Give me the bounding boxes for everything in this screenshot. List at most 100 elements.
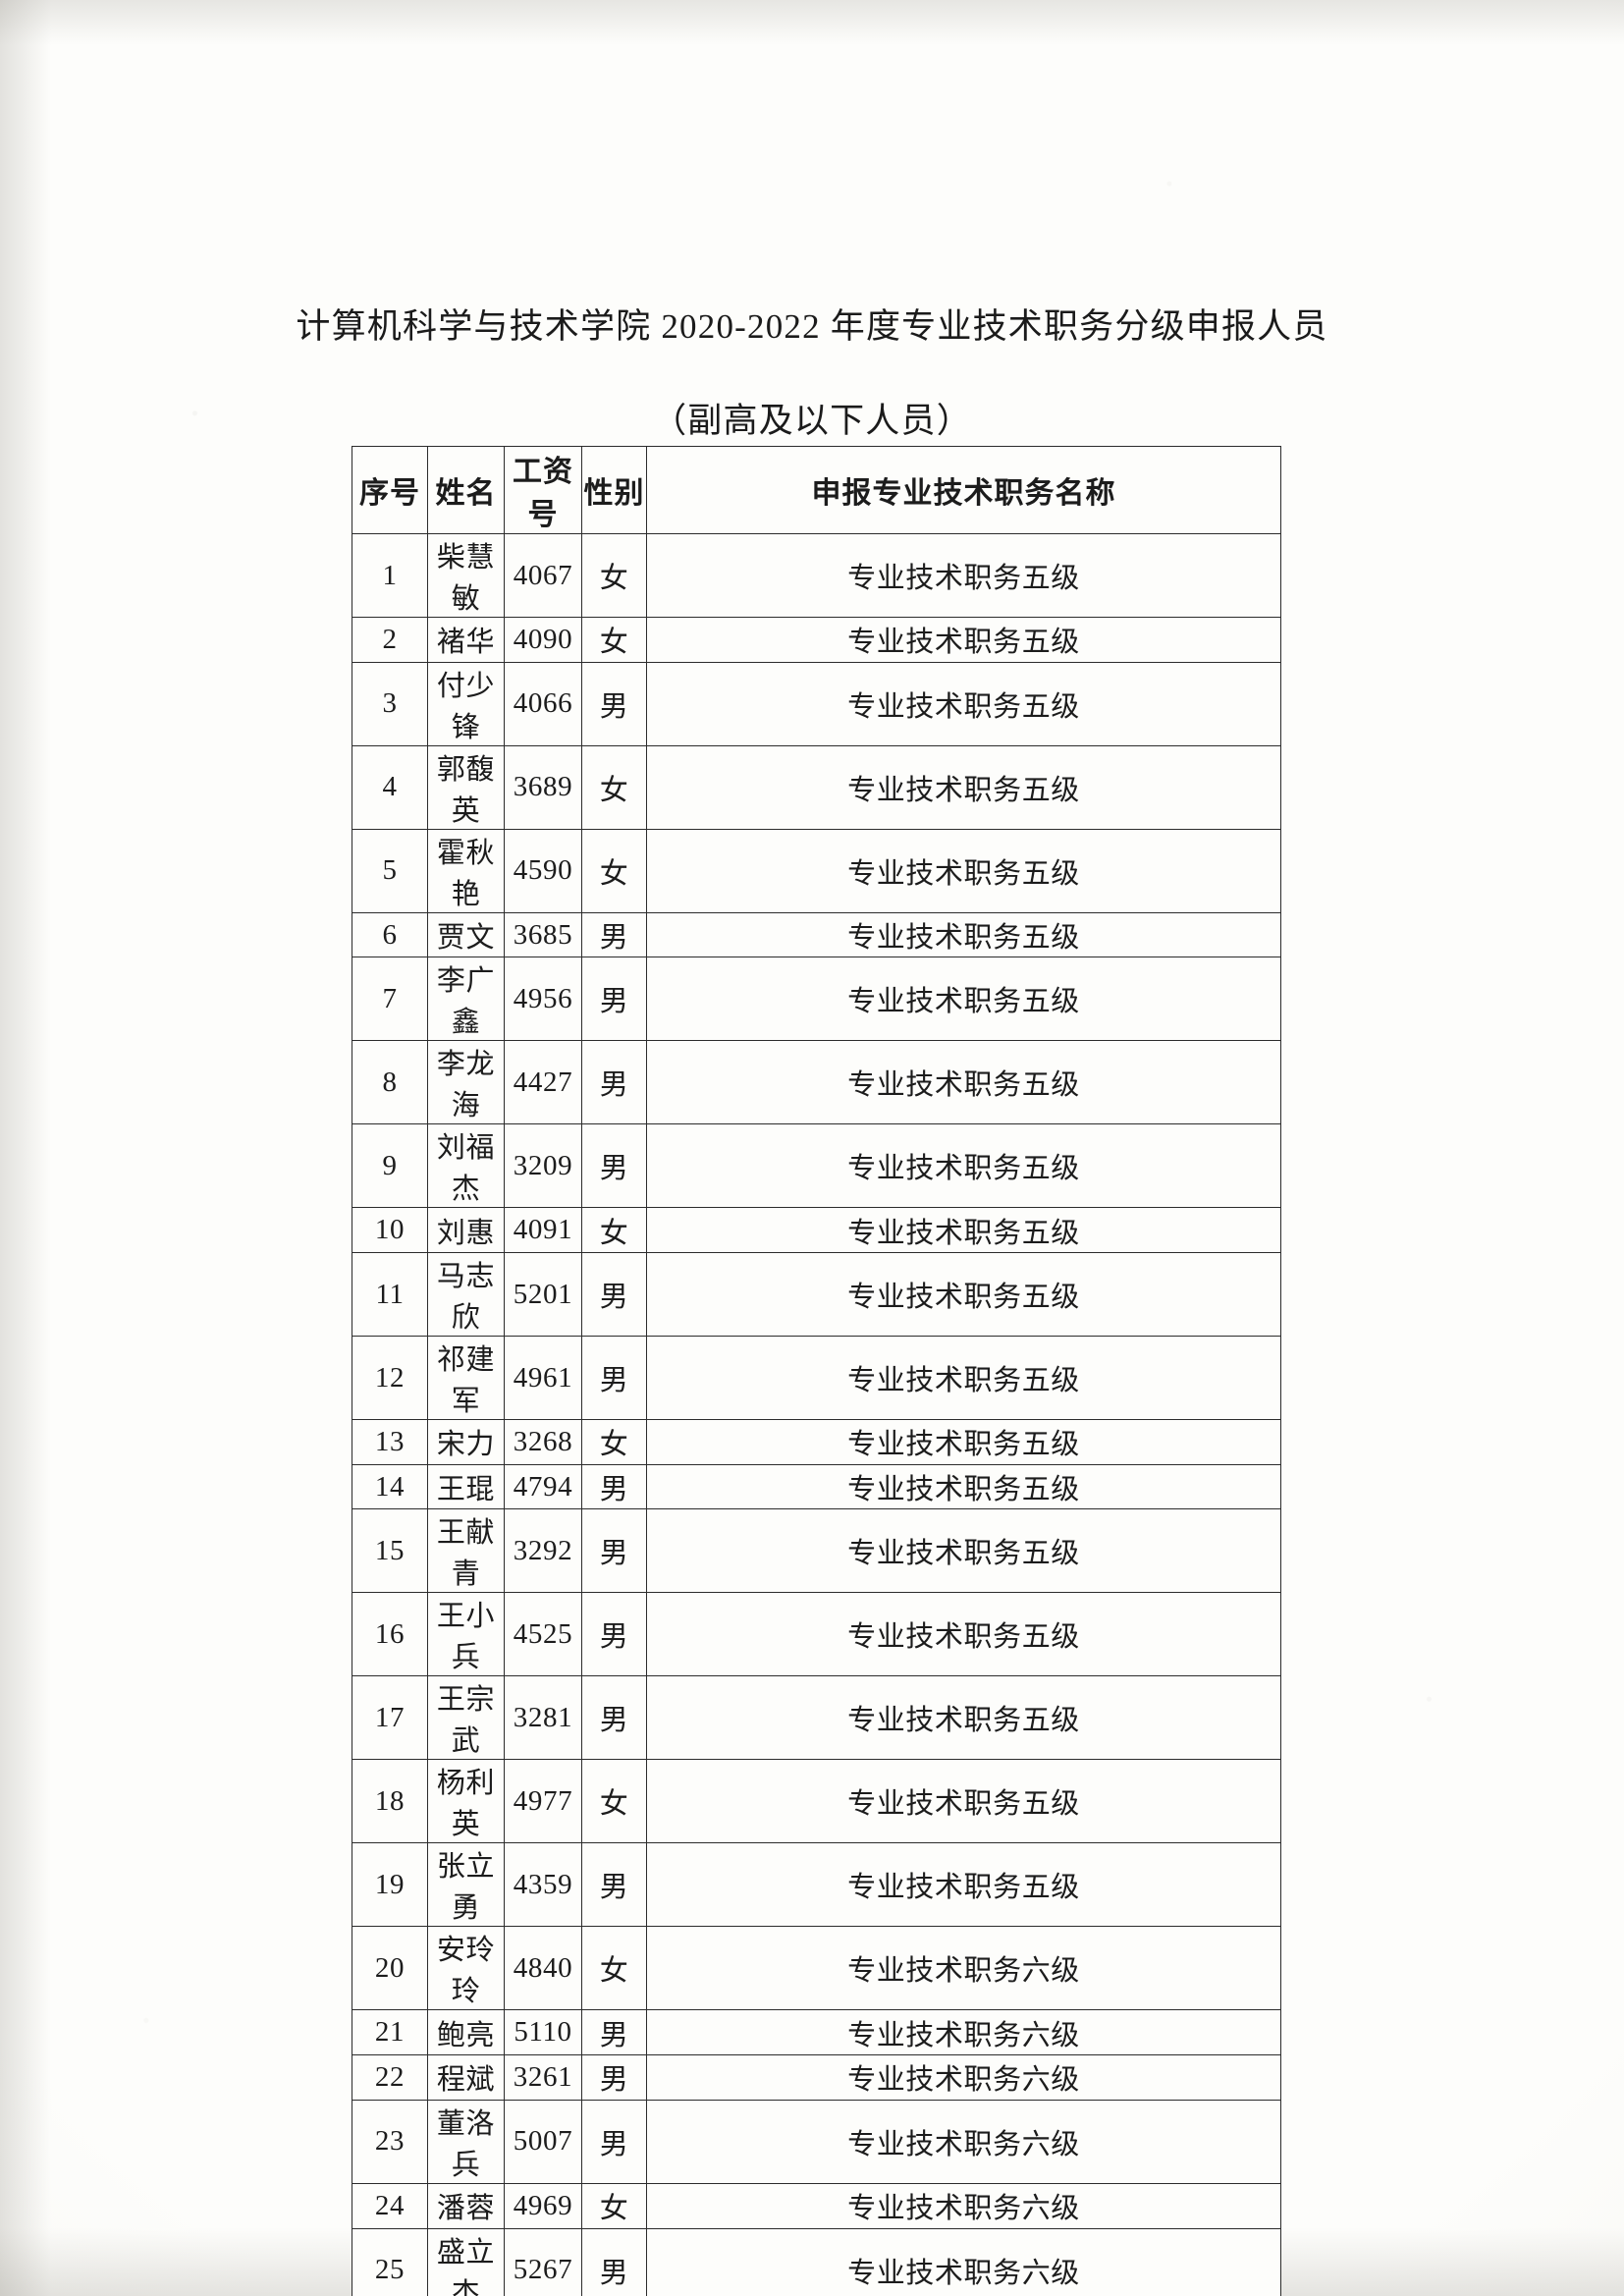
- cell-gender: 男: [581, 2099, 647, 2184]
- page-subtitle: （副高及以下人员）: [652, 402, 972, 441]
- cell-index: 10: [352, 1207, 428, 1254]
- page-title: 计算机科学与技术学院 2020-2022 年度专业技术职务分级申报人员: [296, 307, 1328, 347]
- cell-gender: 男: [581, 957, 647, 1042]
- cell-index: 14: [352, 1463, 428, 1510]
- cell-gender: 女: [581, 744, 647, 830]
- cell-payroll: 3268: [504, 1419, 582, 1465]
- roster-table-container: 序号 姓名 工资号 性别 申报专业技术职务名称 1 柴慧敏 4067 女专业技术职务五…: [352, 446, 1281, 2296]
- cell-title: 专业技术职务五级: [646, 744, 1281, 830]
- cell-index: 23: [352, 2099, 428, 2184]
- cell-name: 程斌: [427, 2054, 505, 2101]
- cell-name: 杨利英: [427, 1759, 505, 1844]
- cell-gender: 男: [581, 911, 647, 958]
- cell-gender: 男: [581, 2009, 647, 2056]
- cell-title: 专业技术职务六级: [646, 2054, 1281, 2101]
- cell-payroll: 4969: [504, 2182, 582, 2229]
- cell-payroll: 4956: [504, 957, 582, 1042]
- table-row: 18 杨利英 4977 女专业技术职务五级: [352, 1759, 1281, 1844]
- cell-title: 专业技术职务六级: [646, 1926, 1281, 2011]
- cell-name: 鲍亮: [427, 2009, 505, 2056]
- table-row: 5 霍秋艳 4590 女专业技术职务五级: [352, 828, 1281, 913]
- column-header-index: 序号: [352, 446, 428, 534]
- cell-gender: 男: [581, 1252, 647, 1338]
- cell-name: 董洛兵: [427, 2099, 505, 2184]
- cell-title: 专业技术职务五级: [646, 617, 1281, 663]
- cell-index: 17: [352, 1675, 428, 1761]
- cell-gender: 女: [581, 533, 647, 618]
- cell-title: 专业技术职务五级: [646, 1123, 1281, 1209]
- cell-payroll: 4359: [504, 1842, 582, 1928]
- cell-title: 专业技术职务五级: [646, 828, 1281, 913]
- table-row: 4 郭馥英 3689 女专业技术职务五级: [352, 744, 1281, 830]
- table-row: 7 李广鑫 4956 男专业技术职务五级: [352, 957, 1281, 1042]
- table-row: 20 安玲玲 4840 女专业技术职务六级: [352, 1926, 1281, 2011]
- cell-title: 专业技术职务五级: [646, 957, 1281, 1042]
- cell-gender: 男: [581, 661, 647, 746]
- cell-index: 15: [352, 1508, 428, 1594]
- cell-title: 专业技术职务五级: [646, 1040, 1281, 1125]
- cell-payroll: 5007: [504, 2099, 582, 2184]
- cell-index: 20: [352, 1926, 428, 2011]
- table-header-row: 序号 姓名 工资号 性别 申报专业技术职务名称: [352, 446, 1281, 534]
- table-row: 1 柴慧敏 4067 女专业技术职务五级: [352, 533, 1281, 618]
- cell-index: 3: [352, 661, 428, 746]
- table-row: 14 王琨 4794 男专业技术职务五级: [352, 1463, 1281, 1510]
- cell-title: 专业技术职务五级: [646, 661, 1281, 746]
- cell-payroll: 3689: [504, 744, 582, 830]
- table-row: 2 褚华 4090 女专业技术职务五级: [352, 617, 1281, 663]
- table-row: 17 王宗武 3281 男专业技术职务五级: [352, 1675, 1281, 1761]
- cell-index: 2: [352, 617, 428, 663]
- cell-index: 18: [352, 1759, 428, 1844]
- cell-title: 专业技术职务五级: [646, 533, 1281, 618]
- cell-name: 马志欣: [427, 1252, 505, 1338]
- table-body: 1 柴慧敏 4067 女专业技术职务五级 2 褚华 4090 女专业技术职务五级 3 付少锋 406…: [352, 533, 1281, 2296]
- table-row: 12 祁建军 4961 男专业技术职务五级: [352, 1336, 1281, 1421]
- cell-gender: 男: [581, 2054, 647, 2101]
- table-row: 16 王小兵 4525 男专业技术职务五级: [352, 1592, 1281, 1677]
- table-row: 9 刘福杰 3209 男专业技术职务五级: [352, 1123, 1281, 1209]
- cell-title: 专业技术职务六级: [646, 2227, 1281, 2296]
- cell-title: 专业技术职务五级: [646, 1759, 1281, 1844]
- table-row: 11 马志欣 5201 男专业技术职务五级: [352, 1252, 1281, 1338]
- cell-gender: 男: [581, 1336, 647, 1421]
- cell-gender: 男: [581, 2227, 647, 2296]
- cell-gender: 女: [581, 1419, 647, 1465]
- cell-name: 郭馥英: [427, 744, 505, 830]
- cell-payroll: 3209: [504, 1123, 582, 1209]
- cell-name: 霍秋艳: [427, 828, 505, 913]
- cell-payroll: 4977: [504, 1759, 582, 1844]
- cell-payroll: 4090: [504, 617, 582, 663]
- cell-gender: 女: [581, 617, 647, 663]
- cell-name: 宋力: [427, 1419, 505, 1465]
- table-row: 23 董洛兵 5007 男专业技术职务六级: [352, 2099, 1281, 2184]
- cell-name: 柴慧敏: [427, 533, 505, 618]
- cell-title: 专业技术职务五级: [646, 1336, 1281, 1421]
- cell-title: 专业技术职务五级: [646, 1252, 1281, 1338]
- cell-payroll: 3281: [504, 1675, 582, 1761]
- cell-payroll: 4427: [504, 1040, 582, 1125]
- table-row: 24 潘蓉 4969 女专业技术职务六级: [352, 2182, 1281, 2229]
- cell-payroll: 4067: [504, 533, 582, 618]
- cell-title: 专业技术职务五级: [646, 1675, 1281, 1761]
- cell-index: 13: [352, 1419, 428, 1465]
- cell-title: 专业技术职务五级: [646, 1592, 1281, 1677]
- cell-title: 专业技术职务五级: [646, 1508, 1281, 1594]
- cell-payroll: 4590: [504, 828, 582, 913]
- cell-name: 安玲玲: [427, 1926, 505, 2011]
- cell-index: 4: [352, 744, 428, 830]
- cell-name: 潘蓉: [427, 2182, 505, 2229]
- cell-index: 16: [352, 1592, 428, 1677]
- table-row: 8 李龙海 4427 男专业技术职务五级: [352, 1040, 1281, 1125]
- cell-index: 11: [352, 1252, 428, 1338]
- cell-gender: 男: [581, 1123, 647, 1209]
- cell-name: 王小兵: [427, 1592, 505, 1677]
- cell-name: 付少锋: [427, 661, 505, 746]
- cell-payroll: 4525: [504, 1592, 582, 1677]
- cell-payroll: 3685: [504, 911, 582, 958]
- cell-payroll: 4091: [504, 1207, 582, 1254]
- cell-index: 8: [352, 1040, 428, 1125]
- cell-name: 王献青: [427, 1508, 505, 1594]
- cell-name: 祁建军: [427, 1336, 505, 1421]
- cell-gender: 男: [581, 1463, 647, 1510]
